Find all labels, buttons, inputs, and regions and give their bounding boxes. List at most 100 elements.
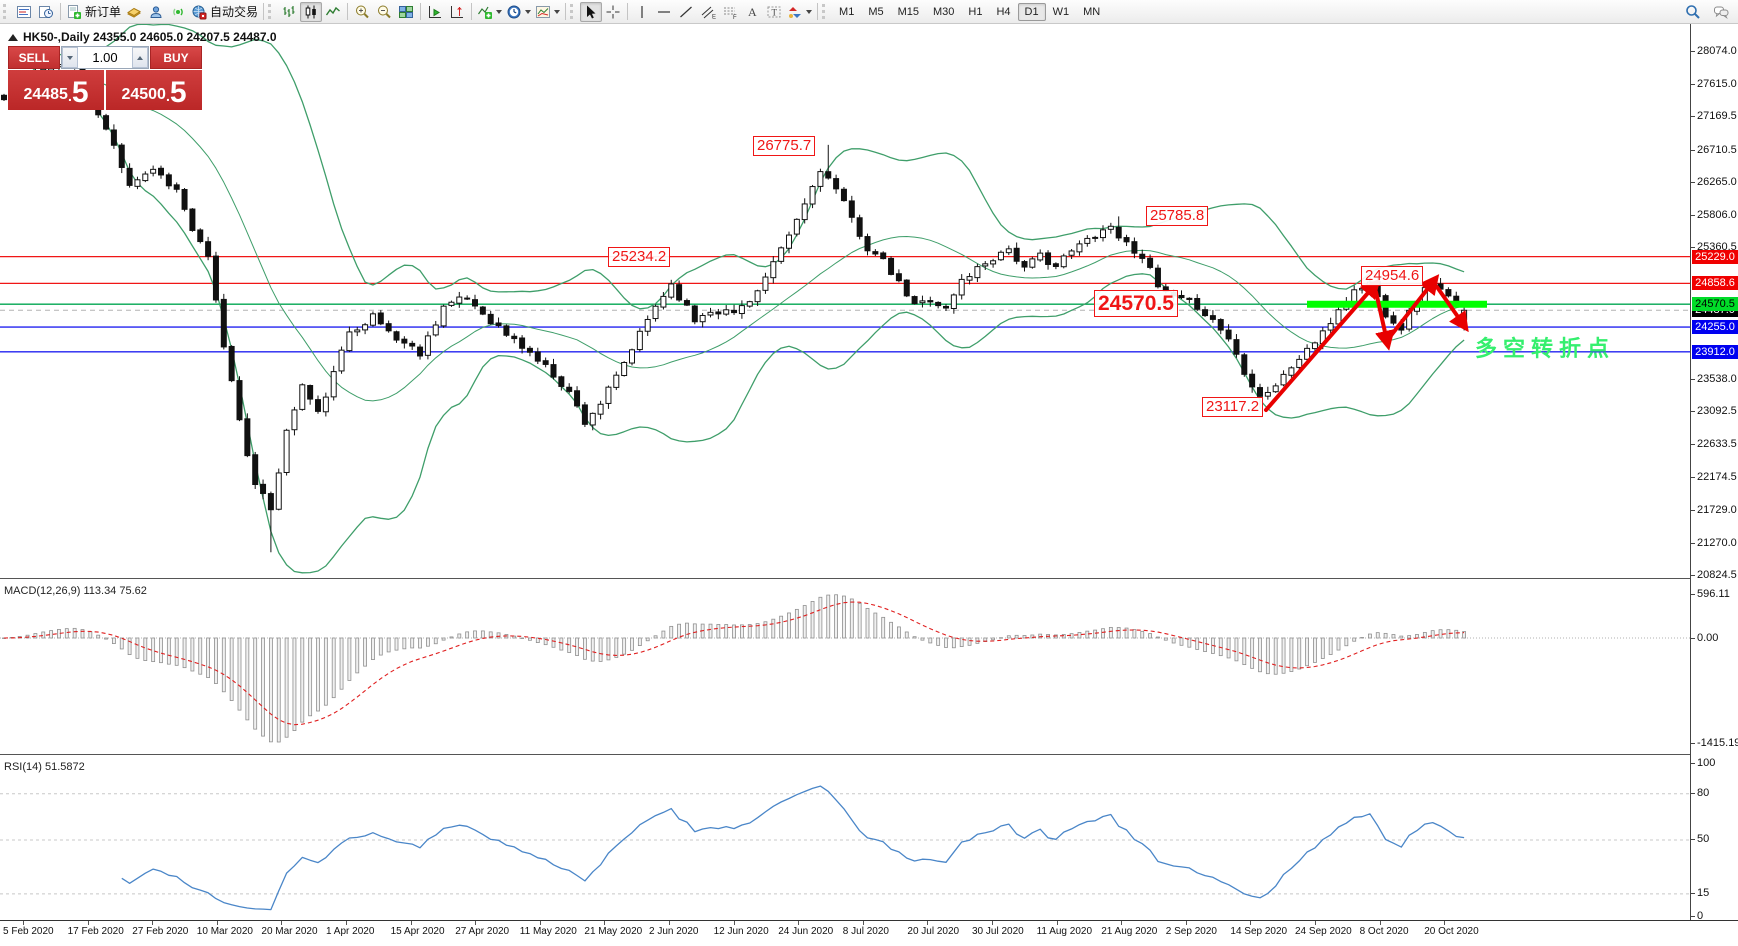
- new-order-icon: [68, 4, 81, 19]
- time-axis-label: 12 Jun 2020: [713, 926, 769, 937]
- crosshair-icon: [606, 5, 620, 18]
- time-axis-tick: [669, 921, 670, 925]
- volume-input[interactable]: [78, 47, 132, 68]
- sell-button[interactable]: SELL: [8, 46, 60, 69]
- price-tag-25785.8[interactable]: 25785.8: [1146, 206, 1209, 226]
- user-icon: [150, 5, 162, 18]
- macd-pane[interactable]: MACD(12,26,9) 113.34 75.62: [0, 581, 1690, 754]
- price-tag-23117.2[interactable]: 23117.2: [1202, 397, 1264, 417]
- time-axis-tick: [1056, 921, 1058, 925]
- time-axis-label: 5 Feb 2020: [3, 926, 54, 937]
- buy-price-button[interactable]: 24500 . 5: [106, 70, 202, 110]
- price-badge-24858.6: 24858.6: [1692, 276, 1738, 291]
- zoom-in-button[interactable]: [351, 2, 373, 22]
- time-axis-label: 24 Jun 2020: [778, 926, 834, 937]
- price-axis-tick: 20824.5: [1691, 569, 1738, 582]
- timeframe-H1-button[interactable]: H1: [961, 3, 989, 21]
- cursor-button[interactable]: [580, 1, 603, 22]
- svg-text:A: A: [748, 5, 757, 19]
- triangle-up-icon: [137, 55, 143, 60]
- zoom-out-button[interactable]: [373, 2, 395, 22]
- autotrade-icon: [192, 5, 207, 19]
- market-watch-button[interactable]: [13, 2, 35, 22]
- timeframe-W1-button[interactable]: W1: [1046, 3, 1077, 21]
- timeframe-M15-button[interactable]: M15: [891, 3, 926, 21]
- turning-point-annotation[interactable]: 多空转折点: [1475, 336, 1616, 361]
- history-center-button[interactable]: [123, 2, 145, 22]
- volume-decrease-button[interactable]: [62, 47, 78, 68]
- time-axis[interactable]: 5 Feb 2020 17 Feb 2020 27 Feb 2020 10 Mar 2…: [0, 920, 1738, 946]
- chart-title-text: HK50-,Daily 24355.0 24605.0 24207.5 2448…: [23, 30, 277, 44]
- chat-icon: [1714, 6, 1729, 19]
- timeframe-M1-button[interactable]: M1: [832, 3, 861, 21]
- bar-chart-button[interactable]: [278, 2, 300, 22]
- timeframe-M5-button[interactable]: M5: [861, 3, 890, 21]
- search-button[interactable]: [1682, 2, 1704, 22]
- toolbar-grip[interactable]: [3, 4, 10, 19]
- line-chart-button[interactable]: [322, 2, 344, 22]
- price-axis[interactable]: 28074.0 27615.0 27169.5 26710.5 26265.0 25806…: [1690, 24, 1738, 922]
- tile-windows-button[interactable]: [395, 2, 417, 22]
- new-order-button[interactable]: 新订单: [64, 2, 123, 22]
- trendline-button[interactable]: [675, 2, 697, 22]
- horizontal-line-button[interactable]: [653, 2, 675, 22]
- volume-increase-button[interactable]: [132, 47, 148, 68]
- macd-axis-label: 0.00: [1691, 632, 1738, 645]
- crosshair-button[interactable]: [602, 2, 624, 22]
- toolbar-grip[interactable]: [570, 4, 577, 19]
- rsi-canvas[interactable]: [0, 757, 1690, 920]
- auto-scroll-button[interactable]: [424, 2, 446, 22]
- toolbar-grip[interactable]: [822, 4, 829, 19]
- equidistant-channel-button[interactable]: E: [697, 2, 719, 22]
- time-axis-label: 11 May 2020: [519, 926, 577, 937]
- accounts-button[interactable]: [145, 2, 167, 22]
- collapse-panel-icon[interactable]: [8, 33, 18, 41]
- time-axis-tick: [346, 921, 347, 925]
- templates-button[interactable]: [533, 2, 562, 22]
- chat-button[interactable]: [1710, 2, 1732, 22]
- fibonacci-button[interactable]: F: [719, 2, 741, 22]
- timeframe-MN-button[interactable]: MN: [1076, 3, 1107, 21]
- timeframe-M30-button[interactable]: M30: [926, 3, 961, 21]
- time-axis-tick: [410, 921, 412, 925]
- chart-shift-button[interactable]: [446, 2, 468, 22]
- auto-scroll-icon: [429, 5, 442, 18]
- price-tag-26775.7[interactable]: 26775.7: [753, 136, 816, 156]
- periods-button[interactable]: [504, 2, 533, 22]
- time-axis-label: 20 Oct 2020: [1424, 926, 1479, 937]
- timeframe-D1-button[interactable]: D1: [1017, 2, 1046, 21]
- price-tag-24954.6[interactable]: 24954.6: [1361, 266, 1424, 286]
- indicators-icon: [478, 6, 493, 19]
- templates-icon: [536, 5, 551, 18]
- price-tag-24570.5[interactable]: 24570.5: [1094, 290, 1178, 317]
- time-axis-tick: [992, 921, 993, 925]
- price-axis-tick: 25806.0: [1691, 209, 1738, 222]
- candlestick-chart-button[interactable]: [300, 1, 323, 22]
- timeframe-H4-button[interactable]: H4: [989, 3, 1017, 21]
- sell-price-button[interactable]: 24485 . 5: [8, 70, 104, 110]
- volume-spinner: [61, 46, 149, 69]
- toolbar-grip[interactable]: [268, 4, 275, 19]
- data-window-button[interactable]: [35, 2, 57, 22]
- rsi-pane[interactable]: RSI(14) 51.5872: [0, 757, 1690, 920]
- arrows-button[interactable]: [785, 2, 814, 22]
- autotrade-button[interactable]: 自动交易: [189, 2, 260, 22]
- time-axis-tick: [539, 921, 541, 925]
- vertical-line-button[interactable]: [631, 2, 653, 22]
- price-tag-25234.2[interactable]: 25234.2: [608, 247, 671, 267]
- macd-canvas[interactable]: [0, 581, 1690, 754]
- time-axis-tick: [798, 921, 800, 925]
- dropdown-arrow-icon: [554, 9, 561, 14]
- text-label-icon: T: [767, 6, 781, 17]
- text-button[interactable]: A: [741, 2, 763, 22]
- main-chart-pane[interactable]: [0, 24, 1690, 578]
- indicators-button[interactable]: [475, 2, 504, 22]
- signals-button[interactable]: [167, 2, 189, 22]
- price-axis-tick: 22633.5: [1691, 438, 1738, 451]
- text-label-button[interactable]: T: [763, 2, 785, 22]
- price-chart-canvas[interactable]: [0, 24, 1690, 578]
- toolbar-separator: [60, 3, 61, 20]
- price-axis-tick: 27615.0: [1691, 78, 1738, 91]
- toolbar-separator: [263, 3, 265, 20]
- buy-button[interactable]: BUY: [150, 46, 202, 69]
